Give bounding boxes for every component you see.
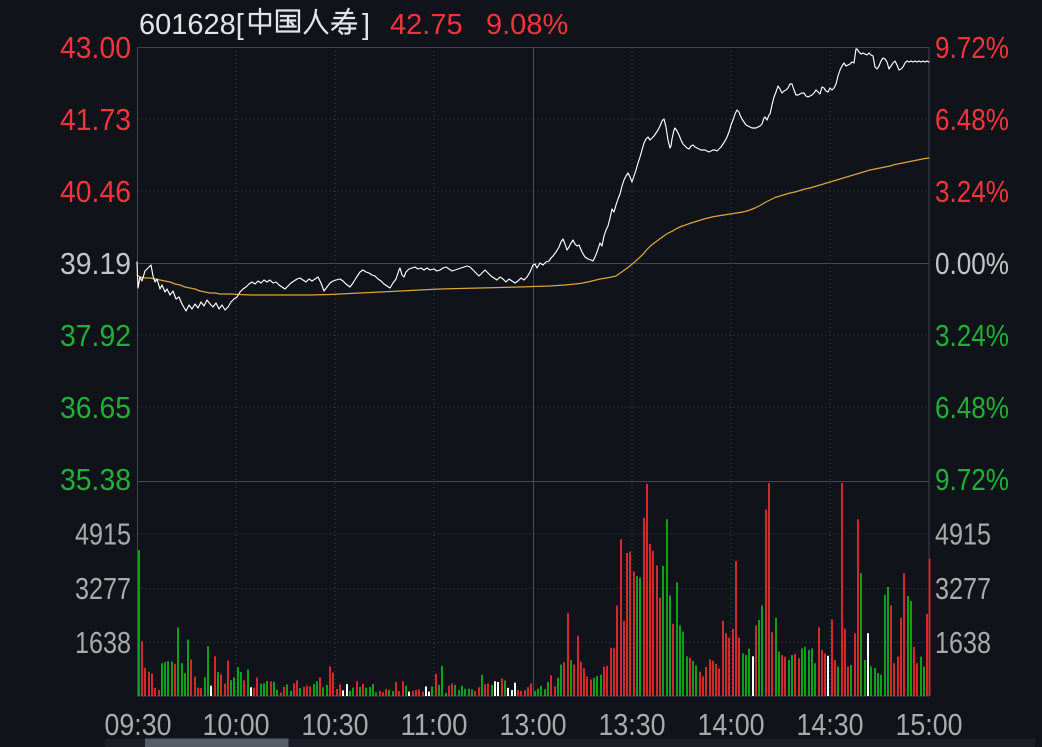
svg-text:3.24%: 3.24% — [935, 319, 1009, 353]
svg-text:1638: 1638 — [935, 626, 991, 660]
svg-text:9.72%: 9.72% — [935, 31, 1009, 65]
svg-text:1638: 1638 — [75, 626, 131, 660]
svg-text:39.19: 39.19 — [60, 247, 131, 281]
svg-text:3277: 3277 — [935, 572, 991, 606]
svg-text:10:30: 10:30 — [302, 708, 369, 742]
svg-text:3.24%: 3.24% — [935, 175, 1009, 209]
svg-text:9.72%: 9.72% — [935, 463, 1009, 497]
svg-text:6.48%: 6.48% — [935, 391, 1009, 425]
svg-text:3277: 3277 — [75, 572, 131, 606]
svg-text:14:00: 14:00 — [698, 708, 765, 742]
svg-text:40.46: 40.46 — [60, 175, 131, 209]
svg-text:601628[: 601628[ — [139, 9, 244, 41]
svg-text:14:30: 14:30 — [797, 708, 864, 742]
svg-text:4915: 4915 — [75, 518, 131, 552]
svg-text:10:00: 10:00 — [203, 708, 270, 742]
svg-text:]: ] — [362, 9, 370, 41]
svg-text:4915: 4915 — [935, 518, 991, 552]
svg-text:41.73: 41.73 — [60, 103, 131, 137]
svg-text:13:00: 13:00 — [500, 708, 567, 742]
svg-text:43.00: 43.00 — [60, 31, 131, 65]
svg-text:6.48%: 6.48% — [935, 103, 1009, 137]
svg-text:37.92: 37.92 — [60, 319, 131, 353]
svg-text:36.65: 36.65 — [60, 391, 131, 425]
svg-text:11:00: 11:00 — [401, 708, 468, 742]
svg-text:15:00: 15:00 — [896, 708, 963, 742]
svg-text:42.75: 42.75 — [390, 9, 463, 41]
svg-text:0.00%: 0.00% — [935, 247, 1009, 281]
svg-text:35.38: 35.38 — [60, 463, 131, 497]
svg-text:13:30: 13:30 — [599, 708, 666, 742]
svg-text:09:30: 09:30 — [105, 708, 172, 742]
svg-text:9.08%: 9.08% — [486, 9, 568, 41]
